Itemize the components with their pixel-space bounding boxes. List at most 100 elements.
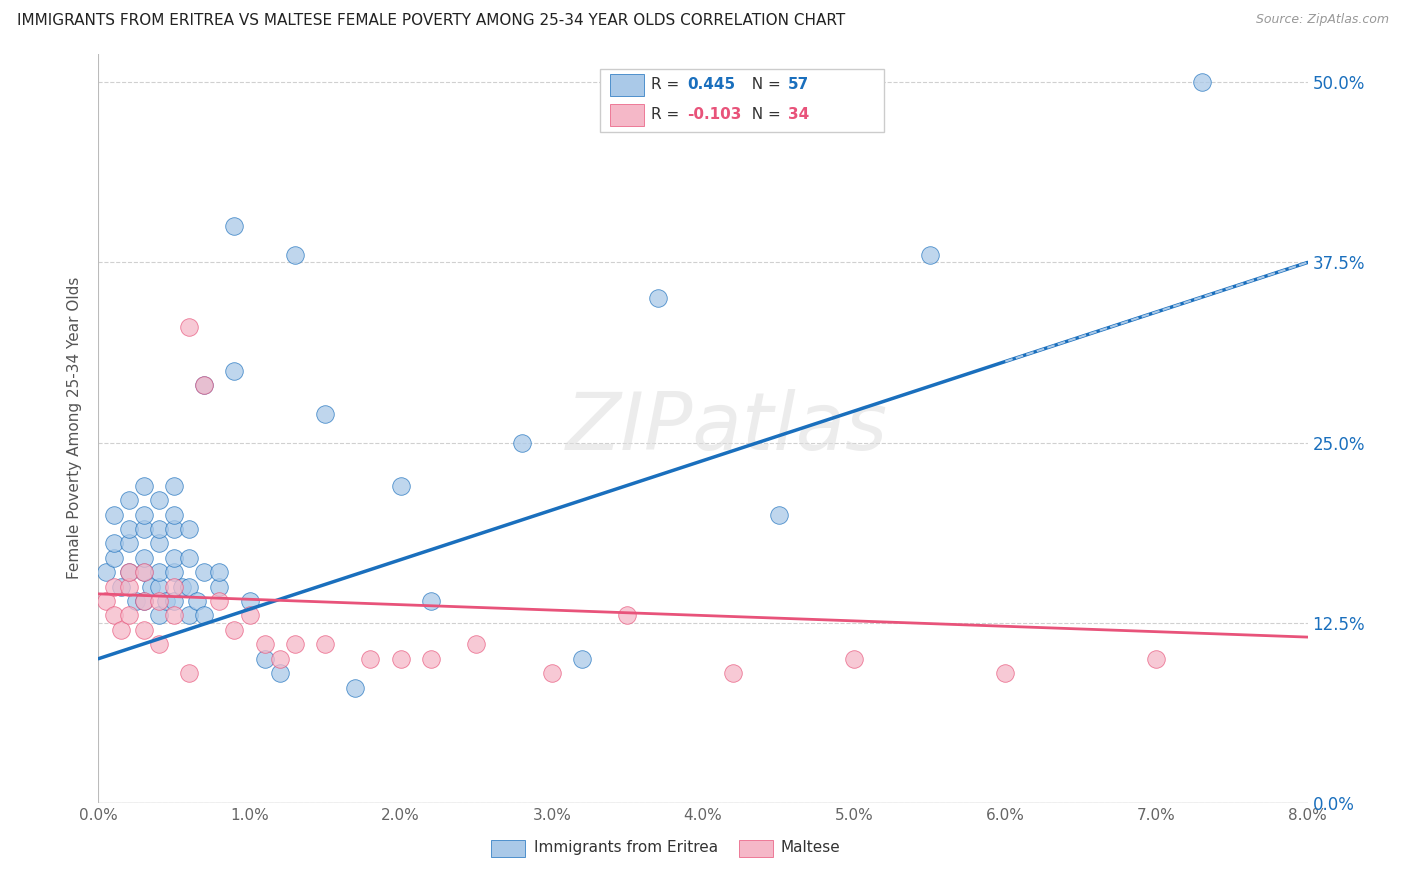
Point <box>314 407 336 421</box>
Point <box>132 594 155 608</box>
Point <box>110 580 132 594</box>
Text: 0.445: 0.445 <box>688 78 735 93</box>
Point <box>420 594 443 608</box>
Point <box>155 594 177 608</box>
Point <box>360 651 382 665</box>
Point <box>253 651 276 665</box>
Point <box>148 566 170 580</box>
Text: R =: R = <box>651 107 685 122</box>
Point <box>118 580 141 594</box>
Text: N =: N = <box>742 107 786 122</box>
Point <box>103 536 125 550</box>
Point <box>170 580 193 594</box>
Point <box>465 637 488 651</box>
Point <box>148 536 170 550</box>
Point <box>193 608 215 623</box>
Point <box>193 378 215 392</box>
Point <box>163 550 186 565</box>
Text: R =: R = <box>651 78 685 93</box>
Point <box>163 508 186 522</box>
Point <box>284 637 307 651</box>
Point <box>179 320 201 334</box>
Point <box>1191 75 1213 89</box>
Text: 34: 34 <box>787 107 808 122</box>
Point <box>110 623 132 637</box>
Point <box>163 479 186 493</box>
Point <box>103 550 125 565</box>
Point <box>314 637 336 651</box>
Point <box>163 580 186 594</box>
Text: N =: N = <box>742 78 786 93</box>
Point <box>540 666 562 681</box>
Text: Immigrants from Eritrea: Immigrants from Eritrea <box>534 840 718 855</box>
Point <box>389 651 412 665</box>
FancyBboxPatch shape <box>610 74 644 96</box>
Point <box>344 681 367 695</box>
Point <box>118 608 141 623</box>
Point <box>118 522 141 536</box>
Point <box>510 435 533 450</box>
Point <box>132 566 155 580</box>
Point <box>163 608 186 623</box>
Point <box>647 292 669 306</box>
Point <box>239 594 262 608</box>
Point <box>148 594 170 608</box>
Point <box>179 608 201 623</box>
Point <box>269 666 291 681</box>
Point <box>224 219 246 234</box>
Point <box>1146 651 1168 665</box>
Point <box>94 594 117 608</box>
Point <box>179 550 201 565</box>
Point <box>132 594 155 608</box>
Point <box>148 637 170 651</box>
Point <box>208 594 231 608</box>
Point <box>148 493 170 508</box>
Point <box>125 594 148 608</box>
Point <box>616 608 638 623</box>
Point <box>163 594 186 608</box>
Point <box>193 566 215 580</box>
Point <box>118 566 141 580</box>
Text: ZIPatlas: ZIPatlas <box>567 389 889 467</box>
Point <box>163 566 186 580</box>
Point <box>571 651 593 665</box>
Point <box>132 522 155 536</box>
Point <box>118 493 141 508</box>
Point <box>224 623 246 637</box>
Point <box>994 666 1017 681</box>
Point <box>179 666 201 681</box>
FancyBboxPatch shape <box>492 840 526 856</box>
Point <box>148 580 170 594</box>
Point <box>768 508 790 522</box>
Point <box>132 566 155 580</box>
Point <box>284 248 307 262</box>
Point <box>269 651 291 665</box>
Text: IMMIGRANTS FROM ERITREA VS MALTESE FEMALE POVERTY AMONG 25-34 YEAR OLDS CORRELAT: IMMIGRANTS FROM ERITREA VS MALTESE FEMAL… <box>17 13 845 29</box>
Point <box>179 580 201 594</box>
FancyBboxPatch shape <box>600 69 884 132</box>
Point <box>103 508 125 522</box>
Point <box>179 522 201 536</box>
Y-axis label: Female Poverty Among 25-34 Year Olds: Female Poverty Among 25-34 Year Olds <box>67 277 83 579</box>
Point <box>141 580 163 594</box>
Point <box>208 580 231 594</box>
Point <box>239 608 262 623</box>
Point <box>132 550 155 565</box>
FancyBboxPatch shape <box>610 103 644 126</box>
Point <box>420 651 443 665</box>
Point <box>163 522 186 536</box>
Point <box>844 651 866 665</box>
Point <box>94 566 117 580</box>
Text: Source: ZipAtlas.com: Source: ZipAtlas.com <box>1256 13 1389 27</box>
FancyBboxPatch shape <box>740 840 773 856</box>
Point <box>148 608 170 623</box>
Text: -0.103: -0.103 <box>688 107 741 122</box>
Point <box>186 594 208 608</box>
Point <box>132 479 155 493</box>
Point <box>208 566 231 580</box>
Text: Maltese: Maltese <box>780 840 841 855</box>
Point <box>118 566 141 580</box>
Point <box>103 608 125 623</box>
Point <box>148 522 170 536</box>
Point <box>723 666 745 681</box>
